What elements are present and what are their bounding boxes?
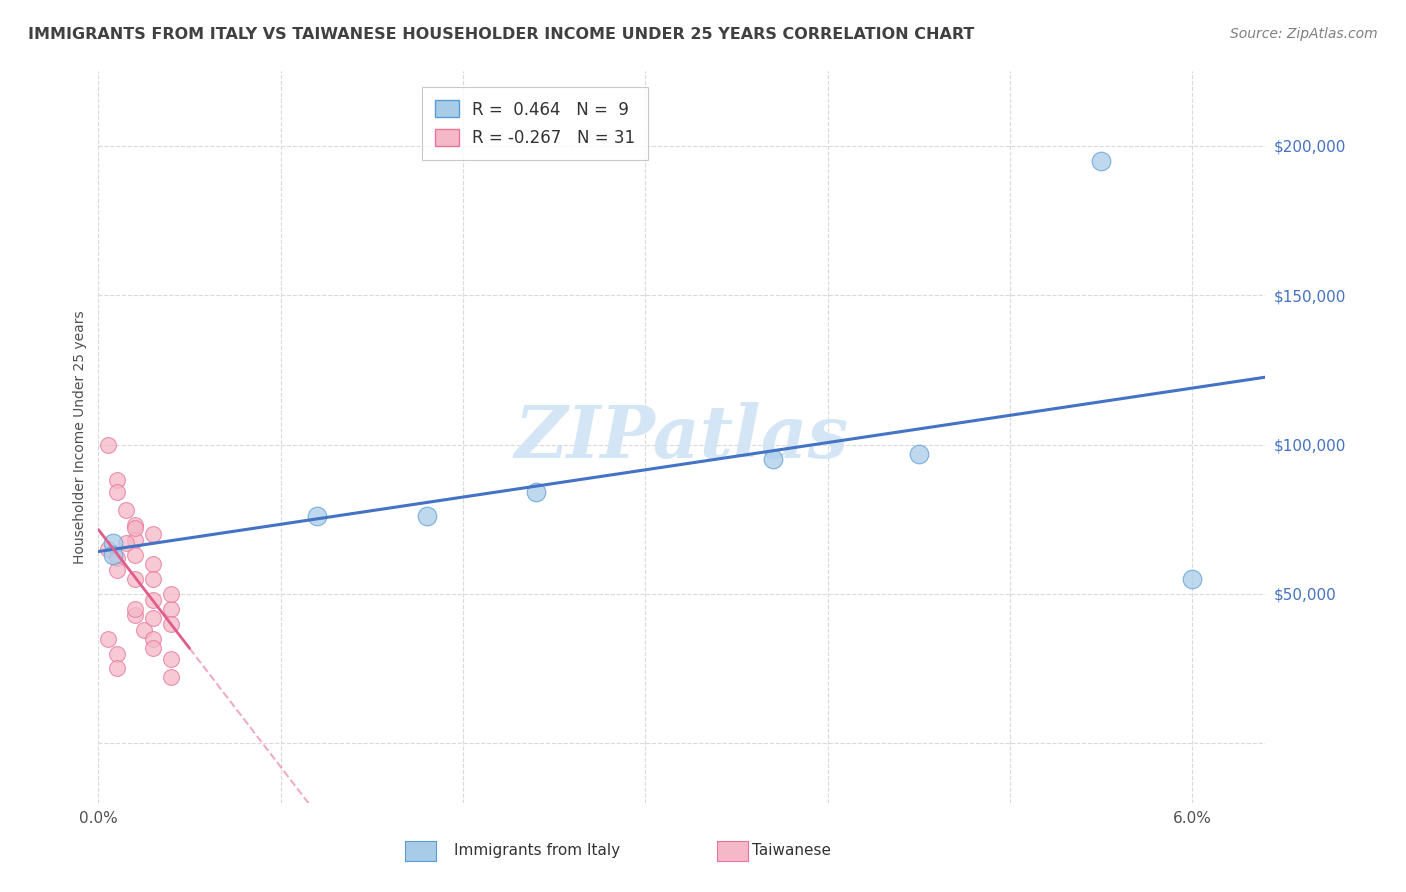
- Y-axis label: Householder Income Under 25 years: Householder Income Under 25 years: [73, 310, 87, 564]
- Text: Immigrants from Italy: Immigrants from Italy: [454, 844, 620, 858]
- Point: [124, 521, 146, 535]
- Point: [142, 592, 165, 607]
- Point: [762, 452, 785, 467]
- Point: [142, 632, 165, 646]
- Point: [908, 446, 931, 460]
- Point: [124, 518, 146, 533]
- Point: [160, 670, 183, 684]
- Point: [142, 640, 165, 655]
- Point: [142, 557, 165, 571]
- Text: Source: ZipAtlas.com: Source: ZipAtlas.com: [1230, 27, 1378, 41]
- Point: [96, 542, 118, 557]
- Point: [132, 623, 155, 637]
- Point: [105, 647, 128, 661]
- Point: [1090, 153, 1112, 168]
- Text: Taiwanese: Taiwanese: [752, 844, 831, 858]
- Point: [96, 632, 118, 646]
- Point: [142, 527, 165, 541]
- Text: ZIPatlas: ZIPatlas: [515, 401, 849, 473]
- Point: [142, 610, 165, 624]
- Legend: R =  0.464   N =  9, R = -0.267   N = 31: R = 0.464 N = 9, R = -0.267 N = 31: [422, 87, 648, 160]
- Point: [124, 601, 146, 615]
- Point: [415, 509, 437, 524]
- Point: [124, 607, 146, 622]
- Text: IMMIGRANTS FROM ITALY VS TAIWANESE HOUSEHOLDER INCOME UNDER 25 YEARS CORRELATION: IMMIGRANTS FROM ITALY VS TAIWANESE HOUSE…: [28, 27, 974, 42]
- Point: [124, 533, 146, 547]
- Point: [105, 661, 128, 675]
- Point: [160, 616, 183, 631]
- Point: [114, 503, 136, 517]
- Point: [524, 485, 547, 500]
- Point: [124, 572, 146, 586]
- Point: [101, 548, 124, 562]
- Point: [160, 601, 183, 615]
- Point: [160, 587, 183, 601]
- Point: [105, 474, 128, 488]
- Point: [105, 551, 128, 566]
- Point: [105, 563, 128, 577]
- Point: [114, 536, 136, 550]
- Point: [142, 572, 165, 586]
- Point: [124, 548, 146, 562]
- Point: [101, 536, 124, 550]
- Point: [160, 652, 183, 666]
- Point: [1181, 572, 1204, 586]
- Point: [96, 437, 118, 451]
- Point: [307, 509, 329, 524]
- Point: [105, 485, 128, 500]
